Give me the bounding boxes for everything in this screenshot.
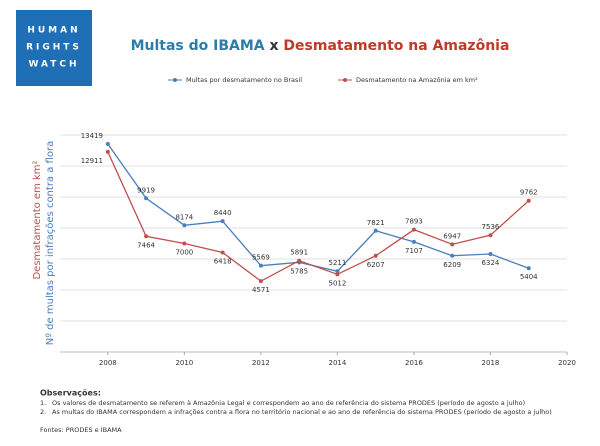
x-tick-label: 2010 (175, 359, 193, 367)
y-axis-label: Desmatamento em km² (32, 160, 43, 279)
note: Os valores de desmatamento se referem à … (52, 399, 525, 407)
x-tick-label: 2020 (558, 359, 576, 367)
title-part: Multas do IBAMA (131, 38, 265, 54)
data-label: 13419 (81, 132, 103, 140)
data-label: 5785 (290, 267, 308, 275)
data-label: 6207 (367, 261, 385, 269)
x-tick-label: 2014 (329, 359, 347, 367)
y-axis-label: Nº de multas por infrações contra a flor… (45, 141, 56, 345)
point (450, 242, 455, 247)
legend-label: Multas por desmatamento no Brasil (186, 76, 302, 84)
chart-title: Multas do IBAMA x Desmatamento na Amazôn… (131, 38, 510, 54)
point (105, 149, 110, 154)
data-label: 7536 (482, 223, 500, 231)
point (258, 263, 263, 268)
point (105, 142, 110, 147)
data-label: 6418 (214, 258, 232, 266)
data-label: 7464 (137, 241, 155, 249)
point (488, 233, 493, 238)
data-label: 5404 (520, 273, 538, 281)
x-tick-label: 2008 (99, 359, 117, 367)
point (144, 234, 149, 239)
point (411, 239, 416, 244)
logo-text: HUMAN (27, 26, 80, 36)
legend-marker (343, 78, 347, 82)
point (297, 258, 302, 263)
data-label: 5891 (290, 249, 308, 257)
data-label: 8174 (175, 213, 193, 221)
series-line (107, 143, 529, 272)
x-tick-label: 2012 (252, 359, 270, 367)
point (220, 250, 225, 255)
point (450, 253, 455, 258)
title-part: x (270, 38, 279, 54)
point (182, 223, 187, 228)
x-tick-label: 2018 (482, 359, 500, 367)
source: Fontes: PRODES e IBAMA (40, 426, 122, 434)
data-label: 7000 (175, 249, 193, 257)
data-label: 8440 (214, 209, 232, 217)
point (488, 251, 493, 256)
data-label: 6324 (482, 259, 500, 267)
legend-label: Desmatamento na Amazônia em km² (356, 76, 478, 84)
x-tick-label: 2016 (405, 359, 423, 367)
note-number: 2. (40, 408, 46, 416)
data-label: 7821 (367, 219, 385, 227)
point (411, 227, 416, 232)
data-label: 12911 (81, 157, 103, 165)
data-label: 7893 (405, 218, 423, 226)
data-label: 4571 (252, 286, 270, 294)
point (182, 241, 187, 246)
point (335, 269, 340, 274)
data-label: 6209 (443, 261, 461, 269)
data-label: 5012 (329, 279, 347, 287)
data-label: 6947 (443, 232, 461, 240)
note: As multas do IBAMA correspondem a infraç… (52, 408, 552, 416)
logo-text: WATCH (28, 60, 79, 70)
point (144, 196, 149, 201)
data-label: 5211 (329, 259, 347, 267)
series-line (107, 151, 530, 282)
data-label: 7107 (405, 247, 423, 255)
legend-marker (173, 78, 177, 82)
point (373, 253, 378, 258)
logo-box (16, 10, 92, 86)
note-number: 1. (40, 399, 46, 407)
notes-heading: Observações: (40, 389, 101, 398)
data-label: 5569 (252, 254, 270, 262)
point (258, 279, 263, 284)
point (373, 228, 378, 233)
data-label: 9919 (137, 186, 155, 194)
data-label: 9762 (520, 189, 538, 197)
point (526, 198, 531, 203)
title-part: Desmatamento na Amazônia (283, 38, 509, 54)
point (526, 266, 531, 271)
logo-text: RIGHTS (26, 43, 82, 53)
point (335, 272, 340, 277)
point (220, 219, 225, 224)
